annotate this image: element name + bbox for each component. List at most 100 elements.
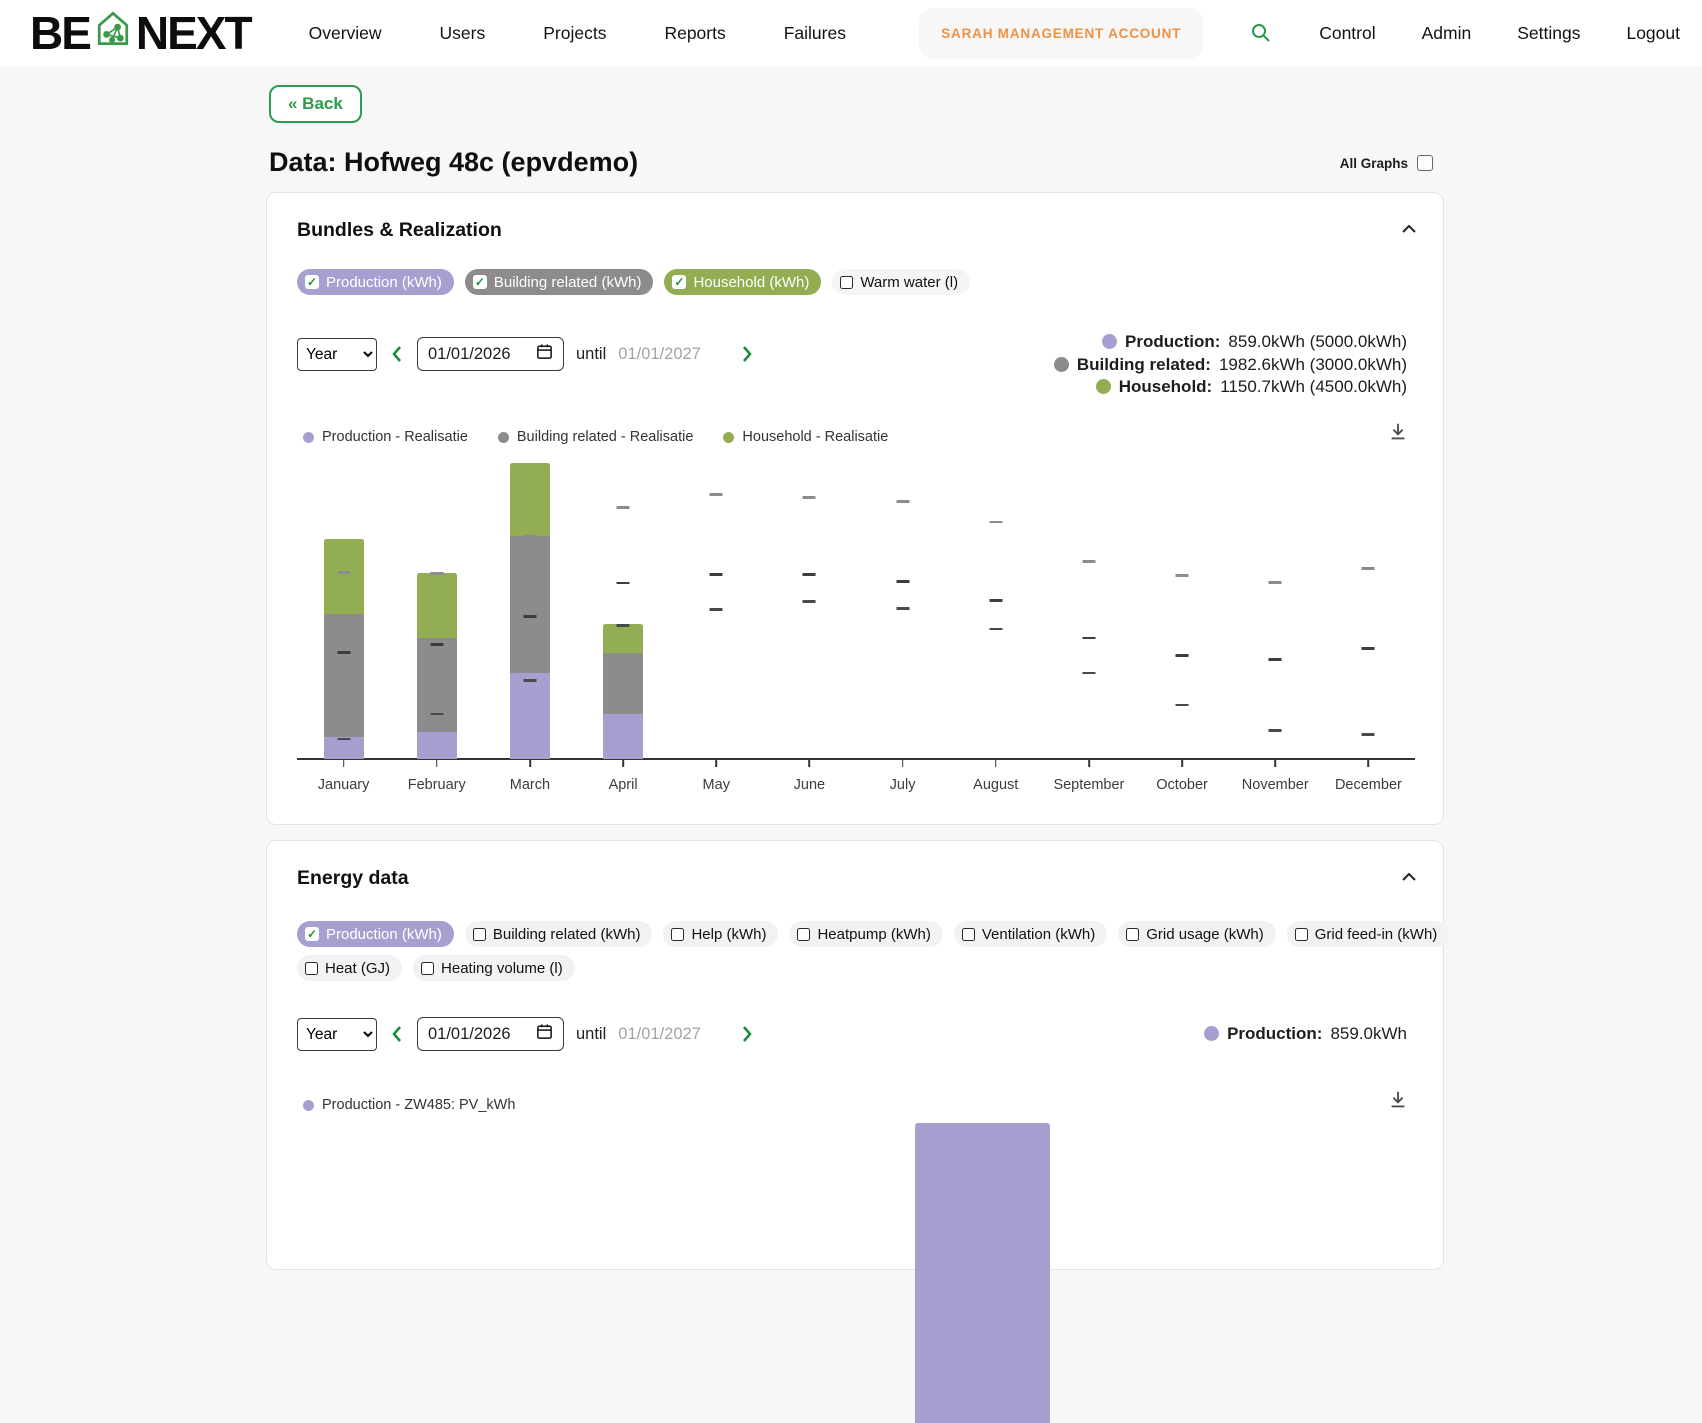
date-from-input[interactable]: 01/01/2026: [417, 1017, 564, 1051]
nav-right-links: Control Admin Settings Logout: [1319, 23, 1680, 44]
target-marker: [1268, 729, 1282, 732]
filter-chip-production-kwh[interactable]: ✓ Production (kWh): [297, 921, 454, 947]
target-marker: [709, 573, 723, 576]
month-label-october: October: [1156, 777, 1208, 793]
chip-label: Building related (kWh): [493, 273, 642, 291]
chart-column-september: [1042, 455, 1135, 767]
total-value: 1982.6kWh (3000.0kWh): [1218, 354, 1407, 374]
target-marker: [896, 579, 910, 583]
legend-item-production-zw485-pv-kwh: Production - ZW485: PV_kWh: [303, 1097, 515, 1113]
date-to-value: 01/01/2027: [618, 1024, 701, 1043]
house-network-icon: [90, 6, 136, 61]
total-label: Building related:: [1076, 354, 1211, 374]
chip-label: Heatpump (kWh): [817, 925, 931, 943]
back-button[interactable]: « Back: [269, 85, 362, 123]
total-line-household: Household: 1150.7kWh (4500.0kWh): [1095, 376, 1407, 398]
chart-column-october: [1136, 455, 1229, 767]
bundles-filter-chips: ✓ Production (kWh) ✓ Building related (kWh)…: [297, 269, 971, 295]
collapse-chevron-up-icon[interactable]: [1401, 221, 1417, 239]
chart-column-july: [856, 455, 949, 767]
bar-segment-household-realisatie: [323, 538, 364, 614]
x-axis-tick: [342, 760, 345, 767]
nav-link-settings[interactable]: Settings: [1517, 22, 1581, 43]
nav-link-failures[interactable]: Failures: [783, 22, 846, 43]
unchecked-checkbox-icon: [1294, 927, 1308, 941]
chip-label: Heating volume (l): [441, 959, 563, 977]
target-marker: [430, 712, 444, 716]
period-select[interactable]: Year: [297, 337, 377, 371]
target-marker: [802, 496, 816, 499]
unchecked-checkbox-icon: [305, 961, 318, 975]
logo-text-be: BE: [30, 7, 92, 59]
month-label-september: September: [1053, 777, 1125, 793]
target-marker: [1175, 703, 1189, 707]
filter-chip-building-related-kwh[interactable]: ✓ Building related (kWh): [464, 269, 654, 295]
total-value: 1150.7kWh (4500.0kWh): [1220, 377, 1407, 396]
x-axis-labels: January February March April May June July Augu…: [297, 777, 1415, 797]
filter-chip-ventilation-kwh[interactable]: Ventilation (kWh): [953, 921, 1108, 947]
nav-link-control[interactable]: Control: [1319, 22, 1376, 43]
target-marker: [1361, 647, 1375, 650]
target-marker: [523, 535, 537, 538]
download-icon[interactable]: [1387, 1089, 1409, 1116]
target-marker: [616, 581, 630, 585]
date-from-input[interactable]: 01/01/2026: [417, 337, 564, 371]
checked-checkbox-icon: ✓: [305, 275, 319, 289]
bar-segment-building-related-realisatie: [416, 638, 457, 733]
total-label: Production:: [1227, 1024, 1323, 1043]
energy-card-title: Energy data: [297, 867, 409, 889]
series-color-dot: [1102, 334, 1118, 350]
nav-link-admin[interactable]: Admin: [1421, 22, 1472, 43]
chevron-right-icon[interactable]: [739, 1023, 755, 1045]
filter-chip-production-kwh[interactable]: ✓ Production (kWh): [297, 269, 454, 295]
filter-chip-grid-feed-in-kwh[interactable]: Grid feed-in (kWh): [1286, 921, 1450, 947]
chip-label: Ventilation (kWh): [981, 925, 1096, 943]
energy-production-bar: [915, 1123, 1050, 1423]
date-from-value: 01/01/2026: [428, 1024, 511, 1043]
nav-link-reports[interactable]: Reports: [664, 22, 726, 43]
collapse-chevron-up-icon[interactable]: [1401, 869, 1417, 887]
filter-chip-heatpump-kwh[interactable]: Heatpump (kWh): [789, 921, 943, 947]
x-axis-tick: [808, 760, 811, 767]
target-marker: [1268, 657, 1282, 661]
nav-link-users[interactable]: Users: [439, 22, 486, 43]
filter-chip-warm-water-l[interactable]: Warm water (l): [832, 269, 971, 295]
total-line-building-related: Building related: 1982.6kWh (3000.0kWh): [1053, 354, 1407, 376]
stacked-bar: [509, 462, 550, 759]
filter-chip-heat-gj[interactable]: Heat (GJ): [297, 955, 403, 981]
bundles-chart-legend: Production - Realisatie Building related …: [303, 429, 888, 445]
filter-chip-heating-volume-l[interactable]: Heating volume (l): [413, 955, 575, 981]
period-select[interactable]: Year: [297, 1017, 377, 1051]
filter-chip-building-related-kwh[interactable]: Building related (kWh): [464, 921, 653, 947]
x-axis-tick: [622, 760, 624, 767]
chevron-right-icon[interactable]: [739, 343, 755, 365]
total-value: 859.0kWh (5000.0kWh): [1228, 332, 1407, 351]
month-label-july: July: [889, 777, 916, 793]
nav-link-projects[interactable]: Projects: [543, 22, 607, 43]
calendar-icon: [536, 343, 553, 365]
chevron-left-icon[interactable]: [389, 1023, 405, 1045]
total-line-production: Production: 859.0kWh: [1204, 1023, 1407, 1045]
bar-segment-household-realisatie: [416, 573, 457, 639]
logo-text-next: NEXT: [135, 7, 253, 59]
all-graphs-checkbox[interactable]: [1417, 155, 1433, 171]
energy-filter-chips-row1: ✓ Production (kWh) Building related (kWh) H…: [297, 921, 1450, 947]
filter-chip-grid-usage-kwh[interactable]: Grid usage (kWh): [1118, 921, 1276, 947]
chart-column-december: [1322, 455, 1415, 767]
target-marker: [896, 607, 910, 610]
total-label: Production:: [1125, 332, 1221, 351]
nav-links: Overview Users Projects Reports Failures: [309, 23, 846, 44]
nav-link-logout[interactable]: Logout: [1626, 22, 1680, 43]
download-icon[interactable]: [1387, 421, 1409, 448]
series-color-dot: [303, 1099, 314, 1111]
filter-chip-household-kwh[interactable]: ✓ Household (kWh): [664, 269, 822, 295]
account-badge[interactable]: SARAH MANAGEMENT ACCOUNT: [919, 7, 1204, 59]
filter-chip-help-kwh[interactable]: Help (kWh): [663, 921, 779, 947]
target-marker: [989, 520, 1003, 524]
benext-logo[interactable]: BE NEXT: [30, 6, 253, 61]
search-icon[interactable]: [1249, 21, 1273, 45]
chevron-left-icon[interactable]: [389, 343, 405, 365]
checked-checkbox-icon: ✓: [305, 927, 319, 941]
nav-link-overview[interactable]: Overview: [308, 22, 382, 43]
target-marker: [523, 615, 537, 618]
